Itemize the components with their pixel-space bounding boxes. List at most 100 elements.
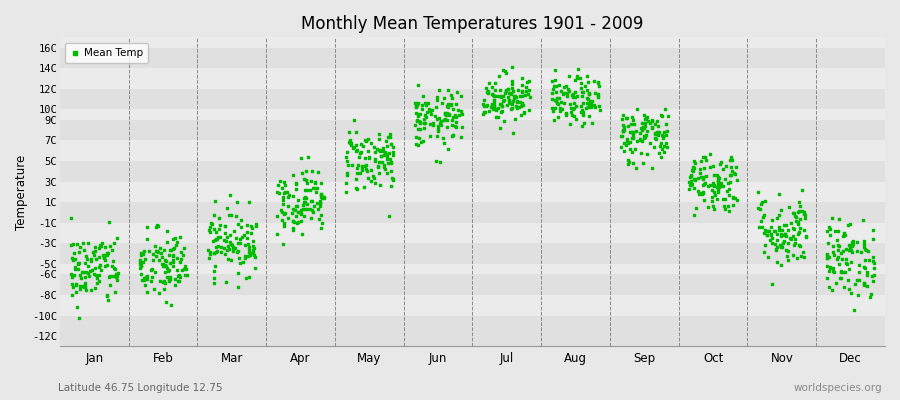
Mean Temp [581, 91, 596, 97]
Bar [60, 140, 885, 161]
Mean Temp [770, 215, 784, 221]
Mean Temp [626, 129, 640, 136]
Mean Temp [692, 191, 706, 197]
Mean Temp [820, 255, 834, 261]
Mean Temp [860, 248, 875, 254]
Mean Temp [571, 66, 585, 72]
Mean Temp [88, 264, 103, 271]
Mean Temp [380, 155, 394, 162]
Mean Temp [637, 135, 652, 141]
Mean Temp [820, 250, 834, 257]
Mean Temp [781, 248, 796, 254]
Mean Temp [79, 252, 94, 259]
Mean Temp [433, 119, 447, 126]
Mean Temp [97, 254, 112, 260]
Mean Temp [89, 256, 104, 263]
Mean Temp [505, 101, 519, 107]
Mean Temp [716, 196, 730, 202]
Mean Temp [795, 187, 809, 194]
Mean Temp [422, 121, 436, 128]
Mean Temp [109, 274, 123, 280]
Mean Temp [152, 257, 166, 263]
Mean Temp [682, 182, 697, 188]
Mean Temp [230, 221, 245, 227]
Mean Temp [842, 247, 856, 253]
Mean Temp [557, 84, 572, 90]
Mean Temp [698, 180, 713, 186]
Mean Temp [347, 117, 362, 123]
Mean Temp [504, 90, 518, 96]
Mean Temp [774, 207, 788, 213]
Mean Temp [566, 105, 580, 112]
Mean Temp [626, 133, 640, 140]
Mean Temp [709, 172, 724, 178]
Mean Temp [837, 230, 851, 236]
Mean Temp [282, 192, 296, 198]
Mean Temp [271, 182, 285, 188]
Mean Temp [797, 214, 812, 221]
Mean Temp [841, 260, 855, 267]
Mean Temp [278, 189, 293, 195]
Mean Temp [506, 88, 520, 94]
Mean Temp [382, 150, 397, 156]
Mean Temp [521, 107, 535, 113]
Mean Temp [515, 88, 529, 94]
Mean Temp [693, 166, 707, 172]
Mean Temp [454, 110, 469, 117]
Mean Temp [212, 226, 227, 232]
Mean Temp [574, 122, 589, 129]
Mean Temp [354, 140, 368, 147]
Mean Temp [721, 180, 735, 186]
Mean Temp [706, 172, 721, 178]
Mean Temp [722, 186, 736, 192]
Mean Temp [684, 178, 698, 185]
Mean Temp [706, 182, 721, 188]
Mean Temp [226, 246, 240, 252]
Mean Temp [242, 244, 256, 250]
Mean Temp [136, 248, 150, 254]
Mean Temp [839, 260, 853, 266]
Mean Temp [383, 159, 398, 165]
Mean Temp [725, 194, 740, 201]
Mean Temp [511, 87, 526, 94]
Mean Temp [376, 148, 391, 154]
Mean Temp [65, 281, 79, 287]
Mean Temp [303, 206, 318, 212]
Mean Temp [173, 259, 187, 265]
Mean Temp [590, 94, 605, 100]
Mean Temp [94, 267, 108, 273]
Mean Temp [557, 90, 572, 96]
Mean Temp [728, 170, 742, 177]
Mean Temp [866, 236, 880, 242]
Mean Temp [202, 224, 217, 230]
Mean Temp [624, 121, 638, 128]
Mean Temp [150, 248, 165, 254]
Title: Monthly Mean Temperatures 1901 - 2009: Monthly Mean Temperatures 1901 - 2009 [302, 15, 644, 33]
Mean Temp [706, 162, 720, 169]
Mean Temp [836, 268, 850, 275]
Mean Temp [147, 286, 161, 292]
Mean Temp [580, 79, 595, 85]
Mean Temp [160, 265, 175, 272]
Mean Temp [506, 130, 520, 136]
Mean Temp [793, 216, 807, 222]
Mean Temp [486, 92, 500, 98]
Mean Temp [722, 208, 736, 214]
Mean Temp [852, 269, 867, 275]
Mean Temp [244, 223, 258, 229]
Mean Temp [772, 227, 787, 234]
Mean Temp [415, 102, 429, 108]
Mean Temp [553, 108, 567, 114]
Mean Temp [635, 127, 650, 133]
Mean Temp [166, 263, 180, 269]
Mean Temp [626, 129, 641, 136]
Mean Temp [231, 255, 246, 262]
Mean Temp [486, 106, 500, 112]
Mean Temp [580, 94, 594, 101]
Mean Temp [413, 111, 428, 117]
Mean Temp [241, 241, 256, 248]
Bar [60, 182, 885, 202]
Mean Temp [833, 250, 848, 256]
Mean Temp [485, 100, 500, 107]
Mean Temp [438, 111, 453, 117]
